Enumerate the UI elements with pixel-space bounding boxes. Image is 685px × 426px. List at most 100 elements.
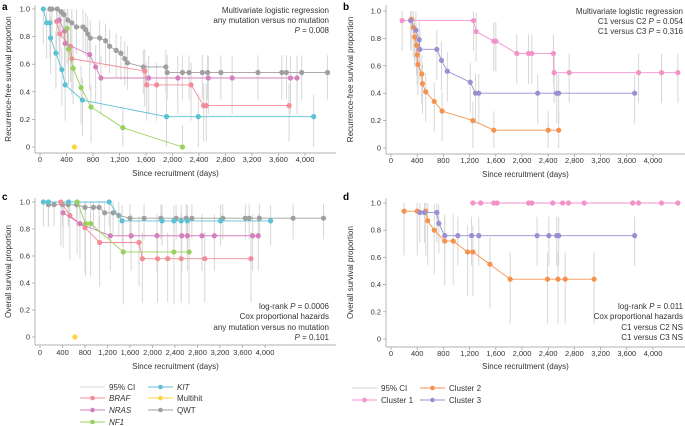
data-point: [476, 90, 482, 96]
x-tick-label: 1,200: [110, 155, 129, 164]
y-axis-label: Recurrence-free survival proportion: [346, 17, 355, 142]
data-point: [87, 35, 93, 41]
x-tick-label: 1,600: [137, 155, 156, 164]
data-point: [635, 70, 642, 76]
data-point: [69, 20, 75, 26]
y-tick-label: 0.4: [371, 89, 381, 98]
data-point: [141, 215, 147, 221]
data-point: [442, 238, 448, 244]
y-tick-label: 0.2: [371, 116, 381, 125]
data-point: [171, 218, 177, 224]
data-point: [199, 233, 205, 239]
data-point: [139, 256, 145, 262]
y-tick-label: 1.0: [371, 7, 381, 16]
legend-marker: [362, 397, 367, 403]
data-point: [66, 199, 72, 205]
data-point: [399, 17, 405, 24]
data-point: [164, 69, 170, 76]
data-point: [179, 69, 186, 76]
x-tick-label: 1,600: [486, 156, 505, 165]
x-tick-label: 3,200: [211, 348, 230, 357]
y-tick-label: 0: [377, 335, 381, 344]
x-tick-label: 2,000: [163, 155, 182, 164]
annotation-line: Multivariate logistic regression: [576, 7, 683, 16]
data-point: [565, 200, 572, 206]
annotation-line: Multivariate logistic regression: [222, 6, 329, 15]
y-axis-label: Overall survival proportion: [4, 225, 13, 318]
data-point: [102, 210, 108, 216]
x-tick-label: 1,200: [98, 348, 117, 357]
data-point: [82, 204, 88, 210]
data-point: [560, 200, 566, 206]
data-point: [246, 215, 252, 221]
data-point: [83, 27, 89, 33]
data-point: [290, 215, 296, 221]
panel-letter: d: [343, 192, 349, 203]
x-tick-label: 400: [411, 156, 424, 165]
data-point: [87, 51, 93, 58]
data-point: [550, 200, 556, 206]
data-point: [90, 204, 97, 210]
data-point: [514, 50, 520, 57]
annotation-line: any mutation versus no mutation: [213, 323, 329, 332]
data-point: [439, 108, 445, 114]
legend-marker: [158, 384, 163, 390]
data-point: [442, 233, 448, 239]
data-point: [632, 233, 638, 239]
x-tick-label: 2,800: [565, 349, 584, 358]
data-point: [675, 70, 681, 76]
data-point: [470, 17, 477, 24]
legend-marker: [90, 419, 95, 425]
legend-marker: [90, 395, 95, 401]
y-tick-label: 0.8: [371, 226, 381, 235]
x-tick-label: 3,200: [243, 155, 262, 164]
data-point: [93, 64, 99, 70]
legend-left: 95% CI BRAF NRAS NF1 KIT Multihit QWT: [80, 383, 203, 426]
data-point: [171, 249, 177, 255]
data-point: [434, 209, 440, 216]
annotation-line: log-rank P = 0.0006: [259, 302, 330, 311]
x-tick-label: 3,600: [617, 349, 636, 358]
data-point: [415, 61, 421, 68]
data-point: [413, 27, 419, 33]
x-tick-label: 3,200: [591, 349, 610, 358]
legend-label: 95% CI: [381, 384, 407, 393]
data-point: [70, 65, 76, 71]
data-point: [414, 52, 420, 58]
data-point: [48, 35, 54, 41]
data-point: [74, 199, 80, 205]
data-point: [493, 38, 499, 44]
y-tick-label: 0: [26, 333, 30, 342]
data-point: [556, 90, 562, 96]
y-tick-label: 0.2: [371, 307, 381, 316]
legend-marker: [90, 407, 95, 413]
x-tick-label: 2,800: [188, 348, 207, 357]
annotation-line: P = 0.101: [295, 333, 330, 342]
data-point: [431, 227, 437, 233]
series-cluster-2: [401, 208, 597, 282]
data-point: [179, 233, 185, 239]
legend-item: Cluster 2: [420, 384, 482, 393]
x-tick-label: 1,200: [460, 156, 479, 165]
data-point: [566, 70, 572, 76]
x-tick-label: 400: [411, 349, 424, 358]
data-point: [40, 199, 46, 205]
data-point: [97, 239, 103, 246]
data-point: [556, 233, 562, 239]
data-point: [255, 69, 261, 76]
y-tick-label: 0: [26, 143, 30, 152]
data-point: [494, 200, 500, 206]
data-point: [124, 60, 131, 66]
data-point: [54, 6, 60, 12]
data-point: [635, 200, 642, 206]
series-cluster-2: [408, 16, 562, 133]
data-point: [562, 276, 568, 282]
panel-a: a 0 0.2 0.4 0.6 0.8 1.0 0 400 800 1,200 1,600 2,000 2…: [2, 2, 336, 178]
data-point: [421, 209, 428, 216]
x-tick-label: 2,000: [513, 349, 532, 358]
data-point: [136, 239, 142, 246]
data-point: [287, 75, 294, 81]
y-tick-label: 0: [377, 144, 381, 153]
x-tick-label: 2,400: [166, 348, 185, 357]
data-point: [154, 82, 160, 88]
